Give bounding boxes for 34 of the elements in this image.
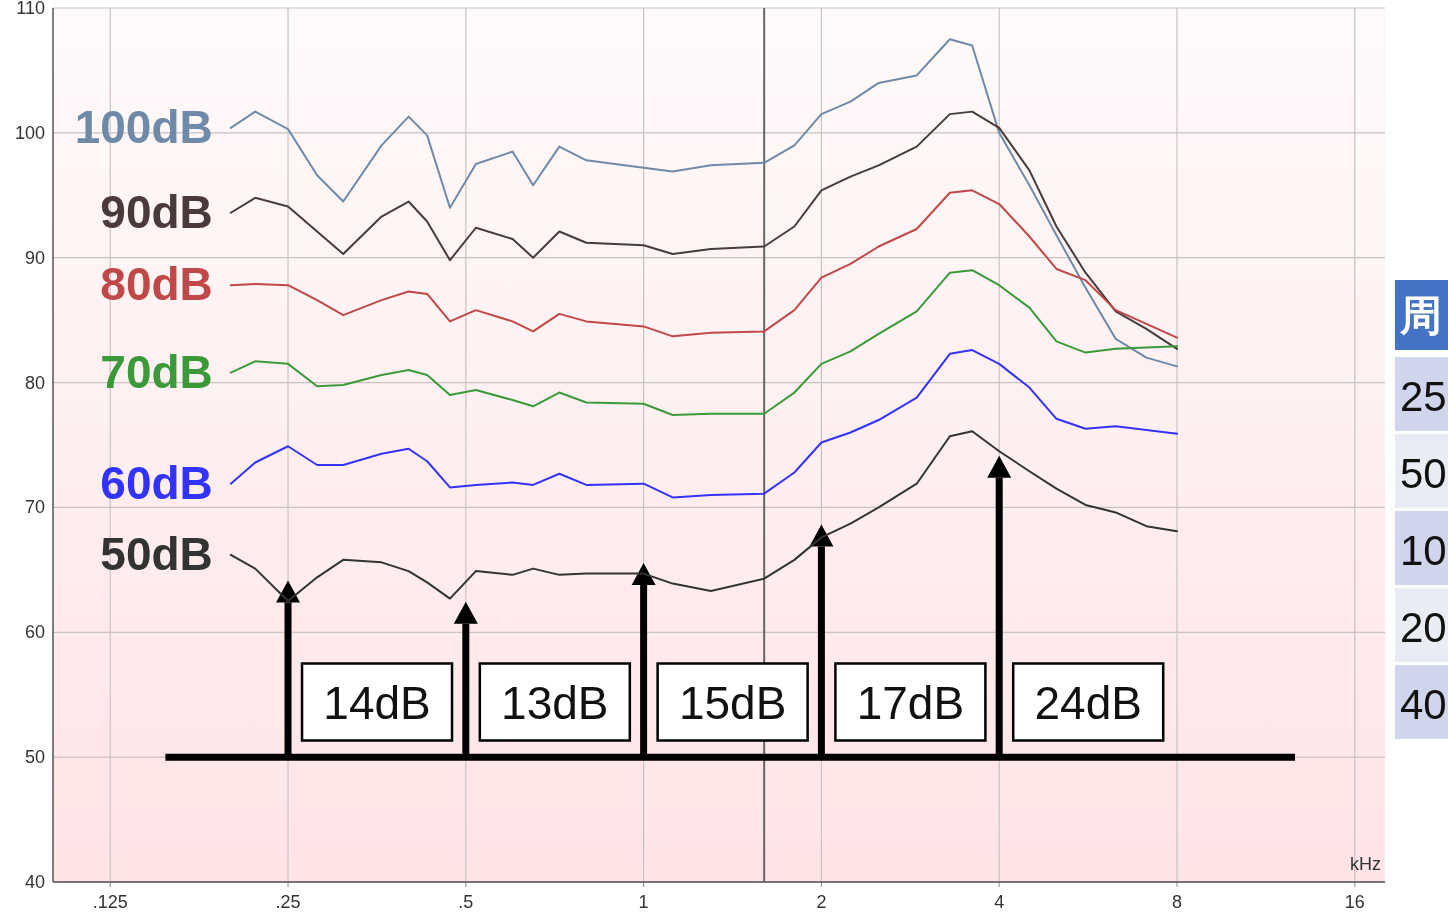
y-tick-label: 70 bbox=[24, 497, 45, 518]
text: 10 bbox=[1400, 527, 1447, 574]
y-tick-label: 50 bbox=[24, 747, 45, 768]
text: 周 bbox=[1399, 292, 1442, 339]
annotation: 24dB bbox=[1034, 676, 1142, 729]
x-tick-label: 2 bbox=[816, 892, 827, 912]
x-tick-label: 16 bbox=[1344, 892, 1365, 912]
text: 50 bbox=[1400, 450, 1447, 497]
y-tick-label: 40 bbox=[24, 872, 45, 892]
text: 40 bbox=[1400, 681, 1447, 728]
y-tick-label: 80 bbox=[24, 372, 45, 393]
series-label: 50dB bbox=[100, 527, 213, 580]
x-tick-label: 1 bbox=[638, 892, 649, 912]
x-tick-label: .25 bbox=[275, 892, 301, 912]
annotation: 15dB bbox=[678, 676, 787, 729]
x-axis-title: kHz bbox=[1350, 854, 1381, 874]
text: 20 bbox=[1400, 604, 1447, 651]
series-label: 90dB bbox=[100, 185, 213, 238]
series-label: 100dB bbox=[74, 100, 213, 153]
x-tick-label: 8 bbox=[1171, 892, 1182, 912]
series-label: 60dB bbox=[100, 456, 213, 509]
annotation: 17dB bbox=[856, 676, 965, 729]
series-label: 80dB bbox=[100, 258, 213, 311]
series-label: 70dB bbox=[100, 345, 213, 398]
text: 25 bbox=[1400, 373, 1447, 420]
y-tick-label: 100 bbox=[14, 122, 45, 143]
x-tick-label: 4 bbox=[994, 892, 1005, 912]
annotation: 13dB bbox=[501, 676, 609, 729]
x-tick-label: .125 bbox=[92, 892, 128, 912]
y-tick-label: 90 bbox=[24, 247, 45, 268]
annotation: 14dB bbox=[323, 676, 431, 729]
x-tick-label: .5 bbox=[458, 892, 474, 912]
y-tick-label: 110 bbox=[16, 0, 45, 18]
y-tick-label: 60 bbox=[24, 622, 45, 643]
